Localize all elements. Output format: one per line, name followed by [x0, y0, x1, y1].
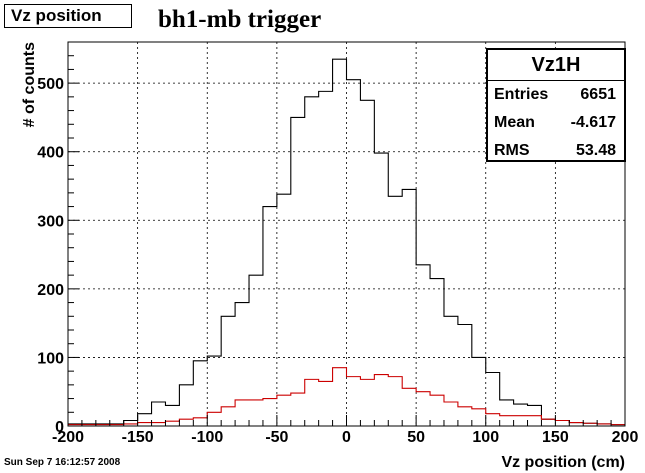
x-tick-label: 100: [472, 429, 499, 446]
histogram-series-1: [68, 58, 625, 426]
stats-row-entries: Entries 6651: [488, 81, 624, 109]
histogram-series: [68, 58, 625, 426]
stats-histogram-name: Vz1H: [488, 50, 624, 81]
axis-ticks: [67, 41, 626, 427]
stats-label: RMS: [494, 142, 530, 159]
stats-row-rms: RMS 53.48: [488, 137, 624, 165]
chart-title: bh1-mb trigger: [158, 6, 322, 33]
stats-row-mean: Mean -4.617: [488, 109, 624, 137]
y-tick-label: 0: [55, 419, 64, 436]
y-tick-label: 500: [37, 76, 64, 93]
x-tick-label: -100: [191, 429, 223, 446]
y-tick-label: 200: [37, 282, 64, 299]
footer-date: Sun Sep 7 16:12:57 2008: [4, 457, 121, 468]
y-tick-label: 100: [37, 350, 64, 367]
x-tick-label: -50: [265, 429, 288, 446]
stats-box: Vz1H Entries 6651 Mean -4.617 RMS 53.48: [486, 48, 626, 162]
x-tick-label: -200: [52, 429, 84, 446]
y-tick-label: 300: [37, 213, 64, 230]
x-tick-label: 0: [342, 429, 351, 446]
stats-label: Entries: [494, 86, 549, 103]
histogram-series-2: [68, 367, 625, 426]
stats-value: 6651: [580, 86, 616, 103]
x-tick-label: 150: [542, 429, 569, 446]
x-tick-label: 50: [407, 429, 425, 446]
y-axis-title: # of counts: [21, 42, 38, 127]
y-tick-labels: 0 100 200 300 400 500: [37, 76, 64, 436]
x-tick-labels: -200 -150 -100 -50 0 50 100 150 200: [52, 429, 638, 446]
stats-value: 53.48: [575, 142, 616, 159]
y-tick-label: 400: [37, 145, 64, 162]
x-axis-title: Vz position (cm): [501, 454, 625, 471]
x-tick-label: 200: [612, 429, 639, 446]
stats-label: Mean: [494, 114, 535, 131]
x-tick-label: -150: [122, 429, 154, 446]
stats-value: -4.617: [570, 114, 616, 131]
histogram-name-box: Vz position: [4, 4, 132, 28]
